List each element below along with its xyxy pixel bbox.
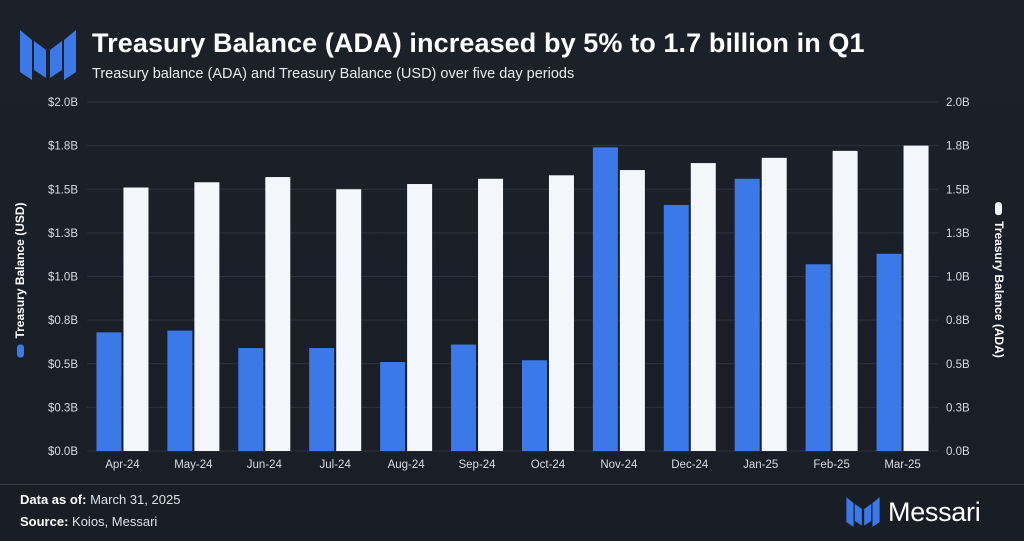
x-tick-label: Feb-25 xyxy=(813,459,849,471)
x-tick-label: Jul-24 xyxy=(320,459,352,471)
usd-bar xyxy=(521,360,547,451)
usd-bar xyxy=(734,178,760,451)
usd-bar xyxy=(380,362,406,451)
x-tick-label: Aug-24 xyxy=(388,459,426,471)
ada-bar xyxy=(548,175,574,451)
data-as-of-value: March 31, 2025 xyxy=(90,492,181,507)
y-right-tick-label: 1.3B xyxy=(946,228,970,240)
y-axis-left-ticks: $0.0B $0.3B $0.5B $0.8B $1.0B $1.3B $1.5B $1.8B… xyxy=(48,97,78,458)
y-axis-right-ticks: 0.0B 0.3B 0.5B 0.8B 1.0B 1.3B 1.5B 1.8B 2.0B xyxy=(946,97,970,458)
bar-chart: $0.0B $0.3B $0.5B $0.8B $1.0B $1.3B $1.5B $1.8B… xyxy=(48,97,970,471)
brand-name: Messari xyxy=(888,496,981,527)
grid-lines xyxy=(87,101,938,452)
chart-title: Treasury Balance (ADA) increased by 5% t… xyxy=(92,28,865,58)
ada-bar xyxy=(407,184,433,451)
y-right-tick-label: 1.0B xyxy=(946,272,970,284)
y-axis-left-label: Treasury Balance (USD) xyxy=(13,202,27,358)
y-right-tick-label: 0.5B xyxy=(946,359,970,371)
data-as-of: Data as of: March 31, 2025 xyxy=(20,492,180,507)
ada-bar xyxy=(690,163,716,451)
usd-bar xyxy=(451,344,477,451)
y-right-tick-label: 2.0B xyxy=(946,97,970,109)
bars xyxy=(96,145,929,452)
x-tick-label: Oct-24 xyxy=(531,459,566,471)
source-value: Koios, Messari xyxy=(72,514,158,529)
usd-bar xyxy=(805,264,831,451)
x-tick-label: Nov-24 xyxy=(600,459,638,471)
y-left-tick-label: $1.8B xyxy=(48,141,78,153)
y-axis-left-label-text: Treasury Balance (USD) xyxy=(13,202,27,339)
y-left-tick-label: $0.8B xyxy=(48,315,78,327)
usd-bar xyxy=(167,330,193,451)
ada-bar xyxy=(336,189,362,451)
chart-subtitle: Treasury balance (ADA) and Treasury Bala… xyxy=(92,66,575,82)
usd-bar xyxy=(238,348,264,451)
x-tick-label: Sep-24 xyxy=(458,459,496,471)
y-right-tick-label: 1.5B xyxy=(946,184,970,196)
messari-logo-icon xyxy=(20,28,76,82)
data-as-of-label: Data as of: xyxy=(20,492,87,507)
ada-bar xyxy=(194,182,220,451)
ada-bar xyxy=(619,170,645,451)
x-axis-ticks: Apr-24 May-24 Jun-24 Jul-24 Aug-24 Sep-24 Oct-… xyxy=(105,459,921,471)
usd-legend-swatch xyxy=(16,344,24,358)
y-left-tick-label: $0.0B xyxy=(48,446,78,458)
usd-bar xyxy=(592,147,618,451)
x-tick-label: Dec-24 xyxy=(671,459,709,471)
usd-bar xyxy=(663,204,689,451)
y-left-tick-label: $0.3B xyxy=(48,402,78,414)
messari-brand: Messari xyxy=(846,496,981,528)
x-tick-label: Apr-24 xyxy=(105,459,140,471)
ada-legend-swatch xyxy=(995,202,1003,216)
y-right-tick-label: 0.3B xyxy=(946,402,970,414)
y-right-tick-label: 0.8B xyxy=(946,315,970,327)
x-tick-label: May-24 xyxy=(174,459,213,471)
y-left-tick-label: $1.0B xyxy=(48,272,78,284)
ada-bar xyxy=(832,150,858,452)
y-left-tick-label: $1.5B xyxy=(48,184,78,196)
ada-bar xyxy=(478,178,504,451)
y-right-tick-label: 1.8B xyxy=(946,141,970,153)
footer-divider xyxy=(0,484,1024,485)
y-left-tick-label: $1.3B xyxy=(48,228,78,240)
y-left-tick-label: $0.5B xyxy=(48,359,78,371)
x-tick-label: Mar-25 xyxy=(884,459,920,471)
source-label: Source: xyxy=(20,514,69,529)
y-left-tick-label: $2.0B xyxy=(48,97,78,109)
source-line: Source: Koios, Messari xyxy=(20,514,157,529)
usd-bar xyxy=(309,348,335,451)
y-axis-right-label: Treasury Balance (ADA) xyxy=(992,202,1006,358)
ada-bar xyxy=(903,145,929,451)
x-tick-label: Jan-25 xyxy=(743,459,778,471)
y-axis-right-label-text: Treasury Balance (ADA) xyxy=(992,221,1006,358)
x-tick-label: Jun-24 xyxy=(247,459,283,471)
y-right-tick-label: 0.0B xyxy=(946,446,970,458)
ada-bar xyxy=(265,177,291,451)
ada-bar xyxy=(761,157,787,451)
ada-bar xyxy=(123,187,149,451)
messari-brand-icon xyxy=(846,497,880,527)
usd-bar xyxy=(96,332,122,451)
usd-bar xyxy=(876,253,902,451)
